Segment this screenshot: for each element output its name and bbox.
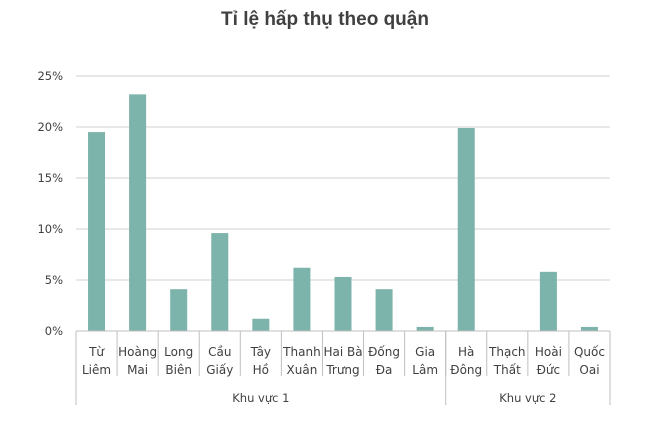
bar (211, 233, 229, 331)
bar (457, 128, 475, 331)
y-tick-label: 15% (37, 171, 63, 185)
x-tick-label: Từ Liêm (82, 345, 111, 377)
group-labels: Khu vực 1 Khu vực 2 (232, 391, 556, 405)
x-tick-label: Hai Bà Trưng (323, 345, 362, 377)
x-tick-label: Đống Đa (368, 345, 400, 377)
gridlines (76, 75, 610, 281)
bar (334, 276, 352, 331)
bar (375, 289, 393, 331)
x-tick-label: Thanh Xuân (282, 345, 321, 377)
bar (88, 132, 106, 331)
bar (252, 318, 270, 331)
bar (416, 326, 434, 331)
bar (170, 289, 188, 331)
x-axis (75, 330, 611, 405)
x-tick-label: Thạch Thất (488, 345, 526, 377)
x-tick-label: Cầu Giấy (206, 345, 233, 377)
x-tick-label: Gia Lâm (412, 345, 438, 377)
bar (580, 326, 598, 331)
x-tick-label: Hoàng Mai (118, 345, 157, 377)
y-axis-ticks: 0% 5% 10% 15% 20% 25% (37, 69, 63, 338)
x-tick-label: Hoài Đức (535, 345, 562, 377)
x-tick-label: Long Biên (164, 345, 193, 377)
bar (129, 94, 147, 331)
y-tick-label: 25% (37, 69, 63, 83)
bars (88, 94, 598, 331)
chart-title: Tỉ lệ hấp thụ theo quận (221, 9, 429, 30)
bar (293, 267, 311, 331)
group-label: Khu vực 2 (499, 391, 556, 405)
group-label: Khu vực 1 (232, 391, 289, 405)
y-tick-label: 20% (37, 120, 63, 134)
y-tick-label: 10% (37, 222, 63, 236)
x-tick-label: Quốc Oai (574, 345, 605, 377)
y-tick-label: 0% (45, 324, 63, 338)
x-tick-label: Hà Đông (450, 345, 482, 377)
x-tick-label: Tây Hồ (250, 345, 271, 377)
bar (539, 271, 557, 331)
y-tick-label: 5% (45, 273, 63, 287)
